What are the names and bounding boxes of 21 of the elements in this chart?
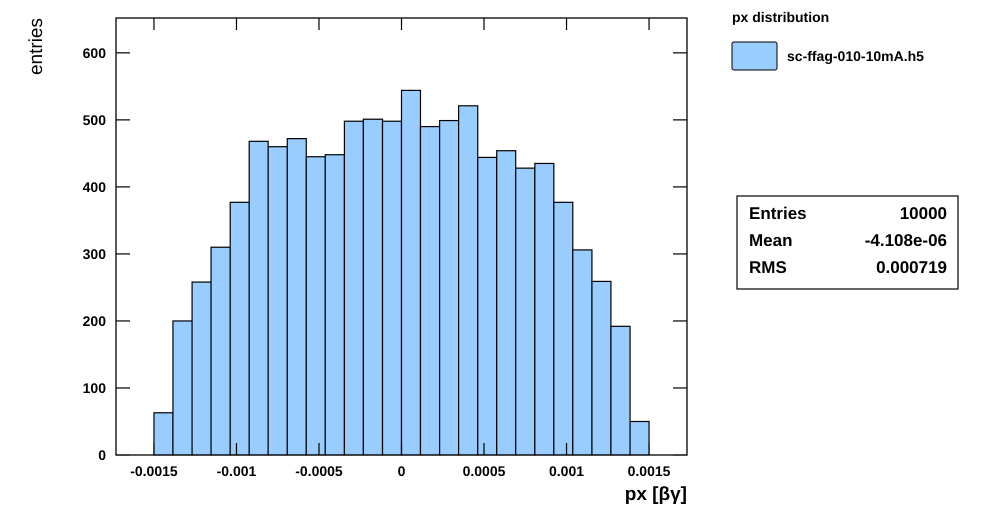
text: Entries 10000 <box>749 204 947 223</box>
x-tick-label: 0.0015 <box>628 463 671 479</box>
x-tick-label: 0 <box>398 463 406 479</box>
y-axis-title: entries <box>26 18 47 76</box>
x-tick-label: -0.001 <box>216 463 257 479</box>
x-tick-label: -0.0005 <box>295 463 343 479</box>
x-tick-label: 0.0005 <box>462 463 506 479</box>
y-tick-label: 200 <box>82 312 106 329</box>
y-tick-label: 400 <box>82 178 106 195</box>
x-tick-label: 0.001 <box>549 463 584 479</box>
legend-title: px distribution <box>732 9 830 25</box>
legend-label: sc-ffag-010-10mA.h5 <box>787 48 924 64</box>
x-tick-label: -0.0015 <box>130 463 178 479</box>
y-tick-label: 100 <box>82 380 106 396</box>
x-axis-title: px [βγ] <box>624 484 687 505</box>
text: RMS 0.000719 <box>749 258 947 277</box>
y-tick-label: 600 <box>82 44 106 61</box>
y-tick-label: 500 <box>82 112 106 128</box>
text: Mean -4.108e-06 <box>749 231 947 250</box>
y-tick-label: 0 <box>98 447 106 463</box>
y-tick-label: 300 <box>82 246 106 262</box>
